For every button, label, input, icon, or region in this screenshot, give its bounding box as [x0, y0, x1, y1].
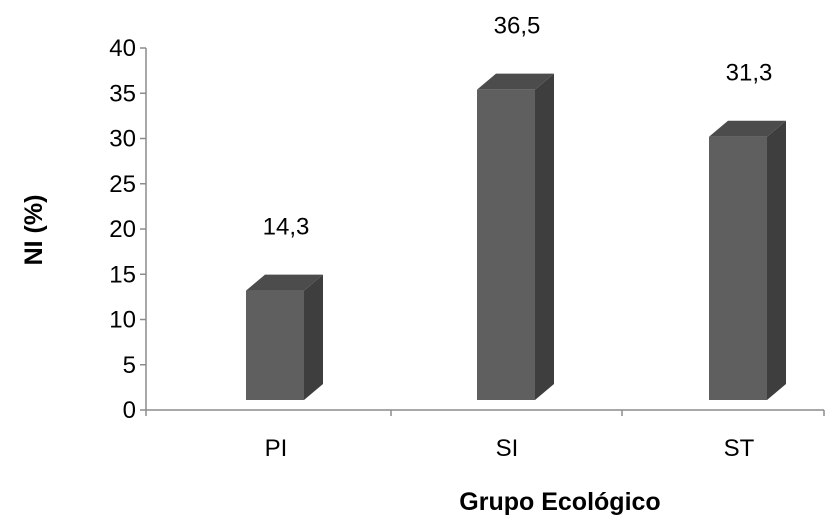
y-tick-label: 5: [123, 352, 136, 379]
x-tick-label: ST: [724, 435, 755, 462]
bar-front: [709, 136, 767, 401]
bar-side: [767, 120, 786, 401]
x-tick-label: PI: [265, 435, 288, 462]
y-tick-label: 0: [123, 397, 136, 424]
x-axis: PI SI ST: [145, 409, 825, 462]
bar: [246, 274, 323, 400]
y-tick-label: 30: [109, 126, 136, 153]
bars: [246, 73, 786, 401]
bar-top: [246, 274, 323, 291]
bar-front: [477, 89, 535, 401]
bar-side: [535, 73, 554, 401]
x-tick-label: SI: [496, 435, 519, 462]
y-axis: 0 5 10 15 20 25 30 35 40: [109, 35, 147, 424]
bar: [709, 120, 786, 401]
y-tick-label: 40: [109, 35, 136, 62]
y-tick-label: 15: [109, 261, 136, 288]
x-axis-title: Grupo Ecológico: [459, 488, 660, 516]
data-label: 36,5: [494, 13, 541, 40]
bar-side: [304, 274, 323, 400]
y-tick-label: 20: [109, 216, 136, 243]
bar: [477, 73, 554, 401]
y-tick-label: 10: [109, 307, 136, 334]
y-tick-label: 25: [109, 171, 136, 198]
bar-top: [709, 120, 786, 137]
data-label: 14,3: [263, 214, 310, 241]
bar-front: [246, 290, 304, 400]
bar-top: [477, 73, 554, 90]
data-label: 31,3: [726, 60, 773, 87]
y-axis-title: NI (%): [20, 195, 48, 266]
y-tick-label: 35: [109, 80, 136, 107]
data-labels: 14,3 36,5 31,3: [263, 13, 773, 241]
